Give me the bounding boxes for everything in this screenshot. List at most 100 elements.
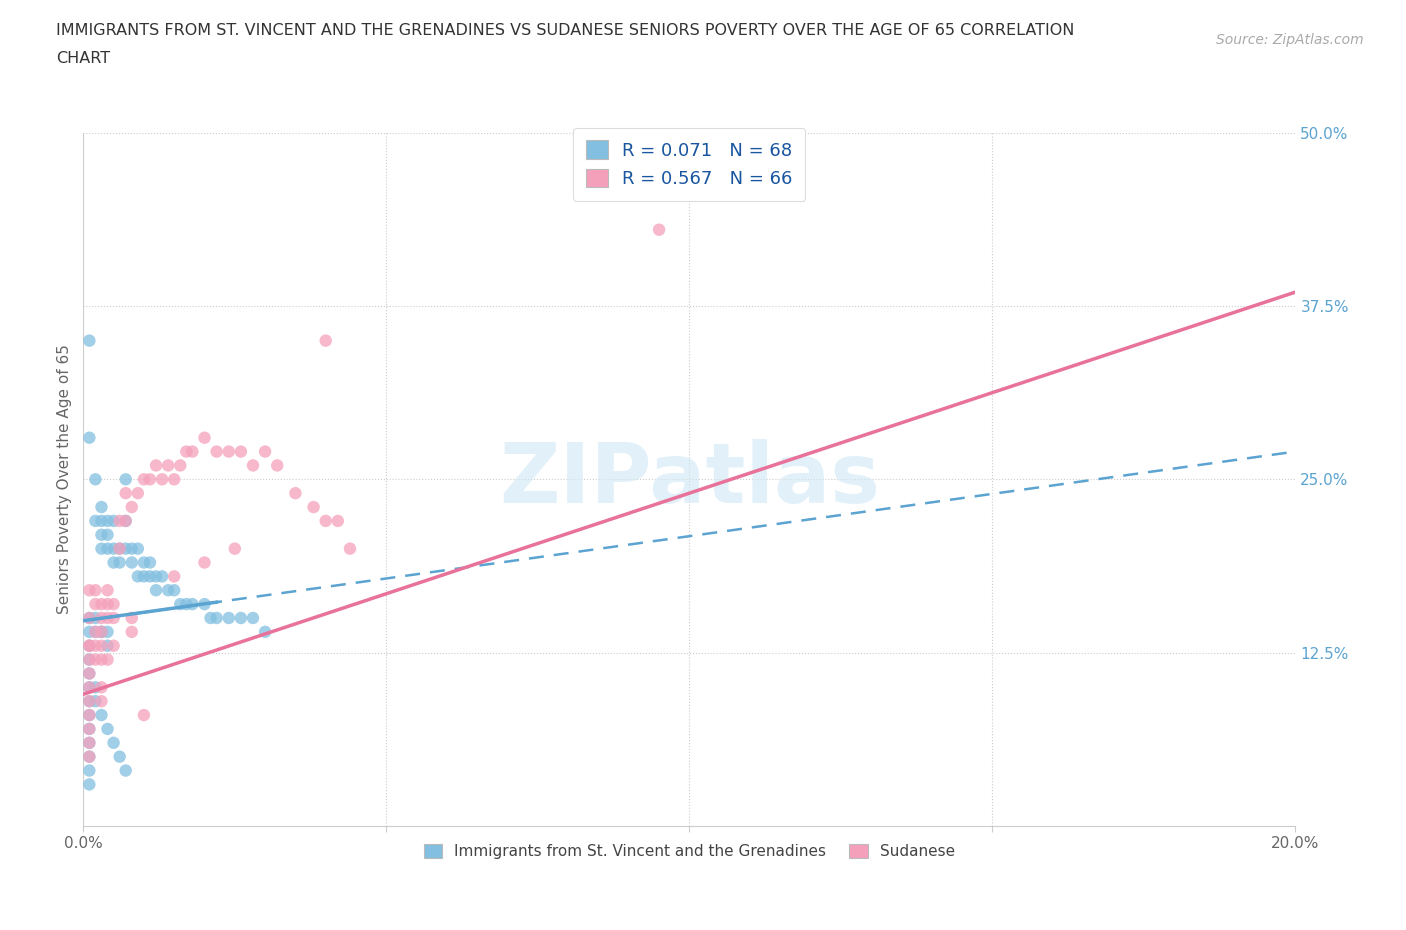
Point bbox=[103, 638, 125, 653]
Point bbox=[114, 541, 136, 556]
Point bbox=[229, 445, 252, 459]
Point bbox=[108, 555, 131, 570]
Point bbox=[132, 708, 155, 723]
Point bbox=[205, 611, 228, 626]
Point bbox=[84, 472, 107, 486]
Point bbox=[79, 333, 101, 348]
Point bbox=[79, 736, 101, 751]
Point bbox=[139, 555, 162, 570]
Point bbox=[254, 445, 277, 459]
Point bbox=[121, 624, 143, 639]
Point bbox=[103, 555, 125, 570]
Point bbox=[205, 445, 228, 459]
Point bbox=[121, 555, 143, 570]
Point bbox=[96, 624, 118, 639]
Point bbox=[90, 680, 112, 695]
Point bbox=[90, 624, 112, 639]
Point bbox=[84, 680, 107, 695]
Point bbox=[79, 764, 101, 778]
Point bbox=[218, 611, 240, 626]
Point bbox=[96, 722, 118, 737]
Point bbox=[79, 431, 101, 445]
Point bbox=[79, 638, 101, 653]
Point bbox=[79, 750, 101, 764]
Legend: Immigrants from St. Vincent and the Grenadines, Sudanese: Immigrants from St. Vincent and the Gren… bbox=[416, 837, 963, 867]
Point bbox=[84, 597, 107, 612]
Point bbox=[242, 458, 264, 472]
Point bbox=[79, 680, 101, 695]
Point bbox=[163, 569, 186, 584]
Point bbox=[79, 666, 101, 681]
Point bbox=[145, 583, 167, 598]
Text: IMMIGRANTS FROM ST. VINCENT AND THE GRENADINES VS SUDANESE SENIORS POVERTY OVER : IMMIGRANTS FROM ST. VINCENT AND THE GREN… bbox=[56, 23, 1074, 38]
Point bbox=[90, 611, 112, 626]
Point bbox=[96, 638, 118, 653]
Point bbox=[127, 485, 149, 500]
Point bbox=[103, 611, 125, 626]
Point bbox=[79, 694, 101, 709]
Point bbox=[157, 583, 180, 598]
Point bbox=[103, 513, 125, 528]
Point bbox=[266, 458, 288, 472]
Point bbox=[90, 541, 112, 556]
Point bbox=[90, 597, 112, 612]
Point bbox=[114, 513, 136, 528]
Point bbox=[96, 541, 118, 556]
Point bbox=[181, 597, 204, 612]
Point bbox=[163, 583, 186, 598]
Point bbox=[84, 638, 107, 653]
Point bbox=[79, 722, 101, 737]
Point bbox=[139, 569, 162, 584]
Point bbox=[193, 431, 215, 445]
Point bbox=[84, 624, 107, 639]
Point bbox=[79, 777, 101, 791]
Point bbox=[150, 569, 173, 584]
Point bbox=[121, 541, 143, 556]
Point bbox=[79, 694, 101, 709]
Point bbox=[79, 750, 101, 764]
Text: CHART: CHART bbox=[56, 51, 110, 66]
Point bbox=[79, 611, 101, 626]
Point bbox=[90, 624, 112, 639]
Point bbox=[284, 485, 307, 500]
Point bbox=[127, 569, 149, 584]
Point bbox=[121, 611, 143, 626]
Point bbox=[218, 445, 240, 459]
Text: ZIPatlas: ZIPatlas bbox=[499, 439, 880, 520]
Point bbox=[96, 527, 118, 542]
Text: Source: ZipAtlas.com: Source: ZipAtlas.com bbox=[1216, 33, 1364, 46]
Point bbox=[157, 458, 180, 472]
Point bbox=[79, 652, 101, 667]
Point bbox=[132, 569, 155, 584]
Point bbox=[79, 624, 101, 639]
Point bbox=[79, 708, 101, 723]
Point bbox=[90, 652, 112, 667]
Point bbox=[139, 472, 162, 486]
Point bbox=[200, 611, 222, 626]
Point bbox=[96, 513, 118, 528]
Point bbox=[302, 499, 325, 514]
Point bbox=[90, 499, 112, 514]
Point bbox=[96, 597, 118, 612]
Point bbox=[79, 652, 101, 667]
Point bbox=[96, 652, 118, 667]
Point bbox=[84, 611, 107, 626]
Point bbox=[79, 708, 101, 723]
Point bbox=[108, 541, 131, 556]
Point bbox=[114, 485, 136, 500]
Point bbox=[193, 555, 215, 570]
Point bbox=[326, 513, 349, 528]
Point bbox=[176, 445, 198, 459]
Point bbox=[84, 583, 107, 598]
Point bbox=[79, 666, 101, 681]
Point bbox=[114, 472, 136, 486]
Point bbox=[254, 624, 277, 639]
Point bbox=[224, 541, 246, 556]
Point bbox=[181, 445, 204, 459]
Point bbox=[132, 472, 155, 486]
Point bbox=[145, 458, 167, 472]
Point bbox=[127, 541, 149, 556]
Point bbox=[84, 652, 107, 667]
Point bbox=[108, 541, 131, 556]
Point bbox=[84, 694, 107, 709]
